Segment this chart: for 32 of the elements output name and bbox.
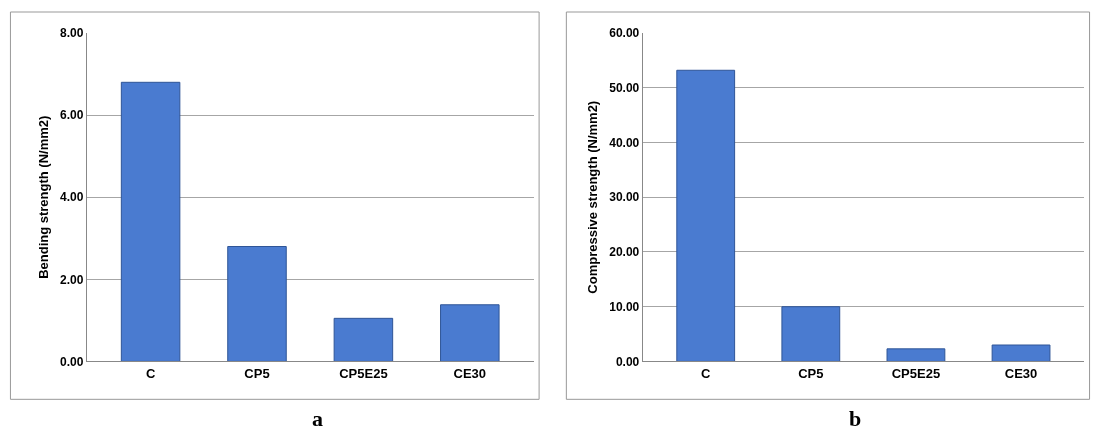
y-axis-title: Compressive strength (N/mm2) [585,100,601,294]
x-tick-label: CE30 [453,366,487,382]
y-axis-title: Bending strength (N/mm2) [35,115,51,279]
y-tick-label: 6.00 [59,108,84,123]
bar [676,69,736,362]
y-tick-label: 60.00 [609,26,640,41]
text: a [312,406,323,431]
y-tick-label: 0.00 [59,354,84,369]
bar [227,246,287,362]
y-tick-label: 50.00 [609,80,640,95]
y-tick-label: 4.00 [59,190,84,205]
x-tick-label: CP5E25 [339,366,388,382]
y-tick-label: 40.00 [609,135,640,150]
bar [440,304,500,362]
y-tick-label: 2.00 [59,272,84,287]
y-tick-label: 10.00 [609,299,640,314]
x-tick-label: CP5E25 [891,366,941,382]
bar [886,348,946,362]
x-tick-label: CP5 [244,366,270,382]
bar [781,306,841,362]
bar [120,81,181,362]
y-tick-label: 0.00 [615,354,640,369]
y-tick-label: 20.00 [609,245,640,260]
x-tick-label: C [701,366,712,382]
text: b [849,406,862,431]
x-tick-label: C [145,366,156,382]
x-tick-label: CE30 [1004,366,1038,382]
x-tick-label: CP5 [798,366,824,382]
bar [333,317,394,362]
bar [991,344,1051,362]
y-tick-label: 8.00 [59,26,84,41]
y-tick-label: 30.00 [609,190,640,205]
